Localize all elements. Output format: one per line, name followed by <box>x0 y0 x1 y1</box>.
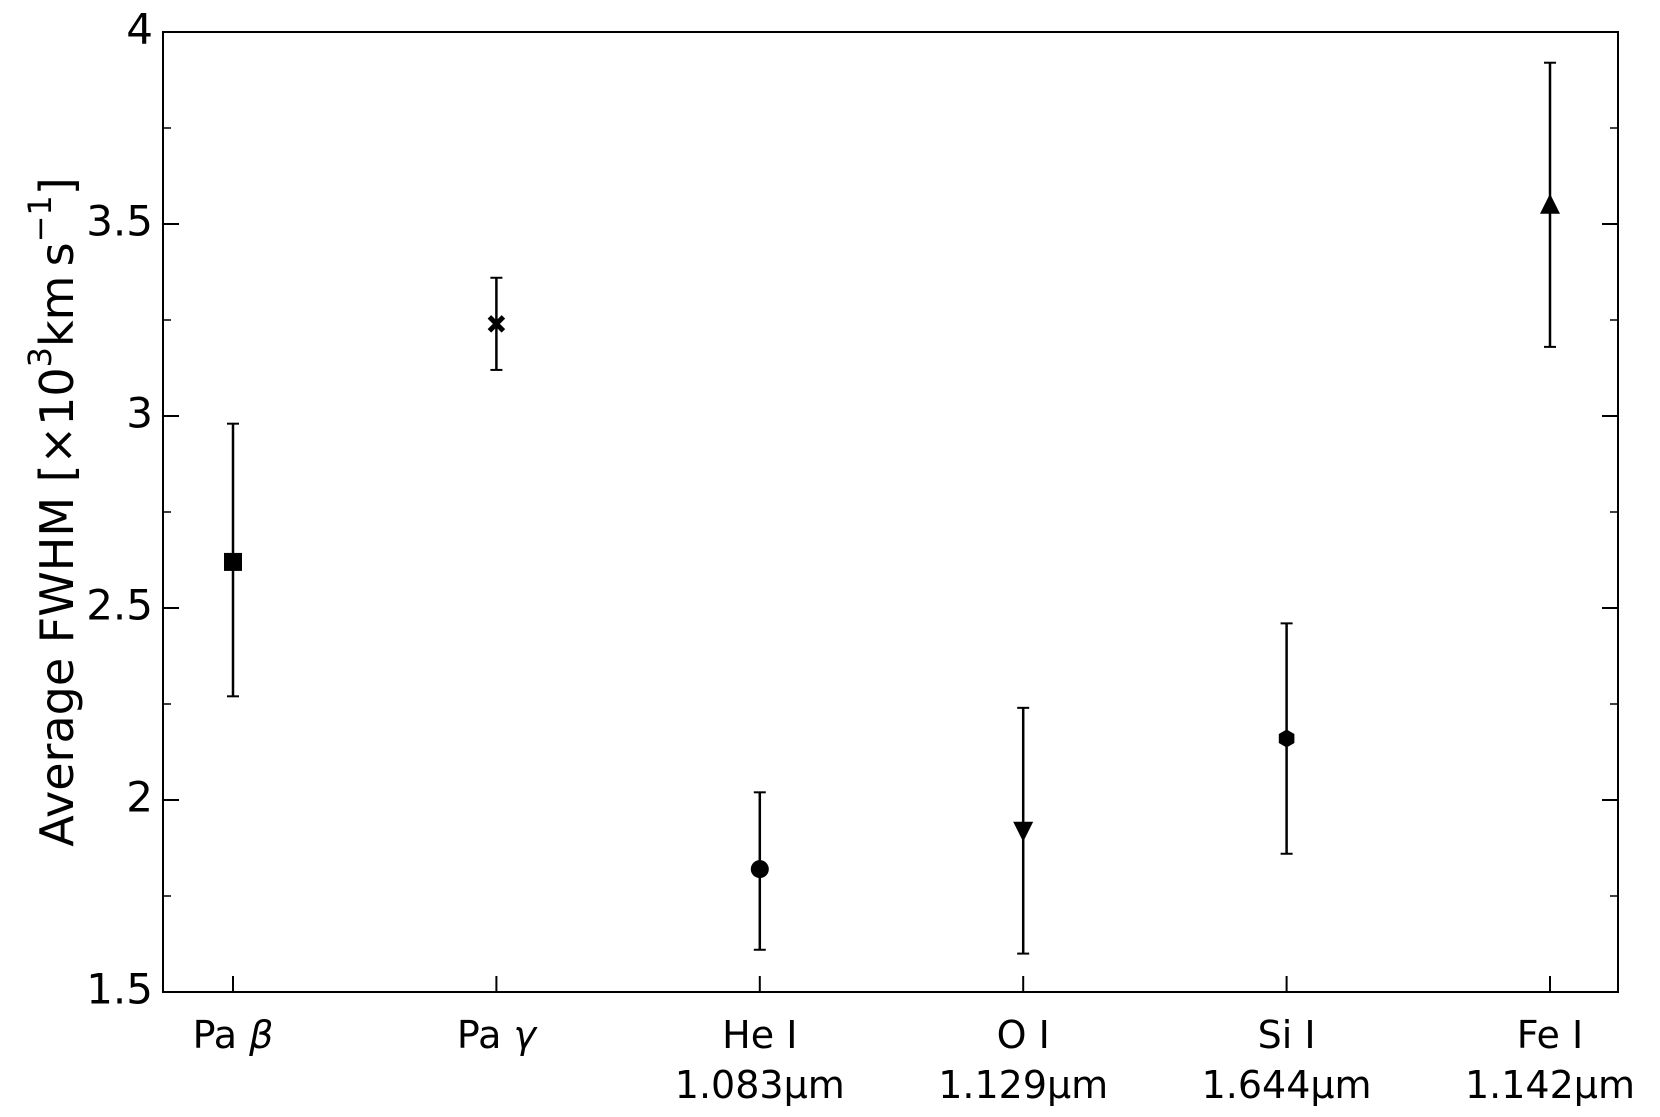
y-axis-label-units: km s <box>30 242 84 347</box>
data-point <box>1278 622 1295 855</box>
y-tick-label: 3.5 <box>86 197 153 246</box>
y-tick-label: 4 <box>126 5 153 54</box>
x-tick-label-wavelength: 1.129µm <box>938 1063 1108 1107</box>
triangle-up-marker <box>1540 193 1560 214</box>
circle-marker <box>750 860 769 879</box>
y-tick-label: 1.5 <box>86 965 153 1014</box>
x-tick-label-wavelength: 1.644µm <box>1202 1063 1372 1107</box>
x-tick-label-greek: β <box>248 1013 273 1057</box>
triangle-down-marker <box>1013 821 1034 842</box>
y-tick-label: 2.5 <box>86 581 153 630</box>
hexagon-marker <box>1278 729 1295 748</box>
data-point <box>224 422 242 698</box>
x-tick-label: Pa β <box>193 1013 274 1057</box>
x-tick-label-wavelength: 1.083µm <box>675 1063 845 1107</box>
x-tick-label: Si I <box>1258 1013 1316 1057</box>
x-tick-label-greek: γ <box>513 1013 538 1057</box>
x-tick-label: He I <box>722 1013 797 1057</box>
data-point <box>487 276 506 371</box>
x-tick-label: Fe I <box>1517 1013 1583 1057</box>
x-marker-stroke <box>487 315 506 333</box>
x-tick-label-text: Fe I <box>1517 1013 1583 1057</box>
x-tick-label-wavelength: 1.142µm <box>1465 1063 1635 1107</box>
data-point <box>1540 61 1560 348</box>
x-tick-label-text: Pa <box>457 1013 514 1057</box>
y-axis-label-suffix: ] <box>30 177 84 195</box>
x-tick-label-text: Si I <box>1258 1013 1316 1057</box>
y-axis-label-exponent: 3 <box>21 347 59 367</box>
x-tick-label: Pa γ <box>457 1013 539 1057</box>
y-axis-label-prefix: Average FWHM [×10 <box>30 367 84 846</box>
x-tick-label-text: O I <box>997 1013 1050 1057</box>
x-tick-label-text: He I <box>722 1013 797 1057</box>
square-marker <box>224 552 242 571</box>
data-point <box>750 791 769 951</box>
x-tick-label-text: Pa <box>193 1013 250 1057</box>
y-tick-label: 3 <box>126 389 153 438</box>
y-axis-tick-labels: 1.5 2 2.5 3 3.5 4 <box>86 5 153 1014</box>
plot-frame <box>162 31 1619 993</box>
data-point <box>1013 706 1034 955</box>
x-tick-label: O I <box>997 1013 1050 1057</box>
y-axis-ticks <box>163 31 1618 993</box>
y-axis-label: Average FWHM [×103km s−1] <box>21 177 84 846</box>
data-points <box>224 61 1560 955</box>
y-tick-label: 2 <box>126 773 153 822</box>
x-axis-ticks <box>232 976 1551 992</box>
y-axis-label-units-exponent: −1 <box>21 195 59 242</box>
